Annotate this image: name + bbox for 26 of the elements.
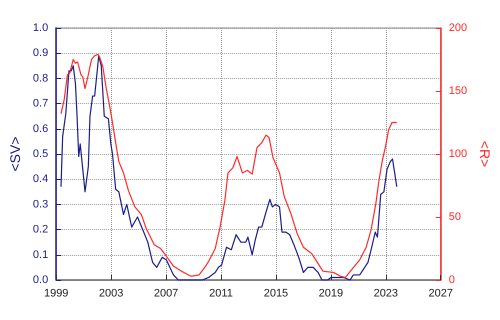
y2-tick-label: 0	[448, 274, 455, 286]
y2-tick-label: 200	[448, 22, 468, 34]
y-tick-label: 0.8	[32, 72, 48, 84]
y-tick-label: 0.5	[32, 148, 48, 160]
y-tick-label: 0.0	[32, 274, 48, 286]
y2-axis-title: <R>	[477, 140, 493, 168]
x-tick-label: 2019	[318, 288, 344, 300]
x-tick-label: 2007	[154, 288, 178, 300]
y2-tick-label: 100	[448, 148, 468, 160]
y2-tick-label: 50	[448, 211, 461, 223]
y-tick-label: 1.0	[32, 22, 48, 34]
x-tick-label: 2023	[374, 288, 398, 300]
x-tick-label: 2015	[264, 288, 288, 300]
x-tick-label: 2027	[428, 288, 453, 300]
y-axis-title: <SV>	[7, 136, 23, 172]
y2-tick-label: 150	[448, 85, 468, 97]
y-tick-label: 0.4	[32, 173, 48, 186]
y-tick-label: 0.3	[32, 198, 48, 210]
x-tick-label: 2003	[98, 288, 124, 300]
y-tick-label: 0.1	[32, 248, 48, 261]
y-tick-label: 0.6	[32, 122, 48, 135]
x-tick-label: 1999	[44, 288, 68, 300]
y-tick-label: 0.2	[32, 224, 48, 236]
x-tick-label: 2011	[209, 288, 233, 300]
y-tick-label: 0.7	[32, 98, 48, 110]
y-tick-label: 0.9	[32, 47, 48, 60]
